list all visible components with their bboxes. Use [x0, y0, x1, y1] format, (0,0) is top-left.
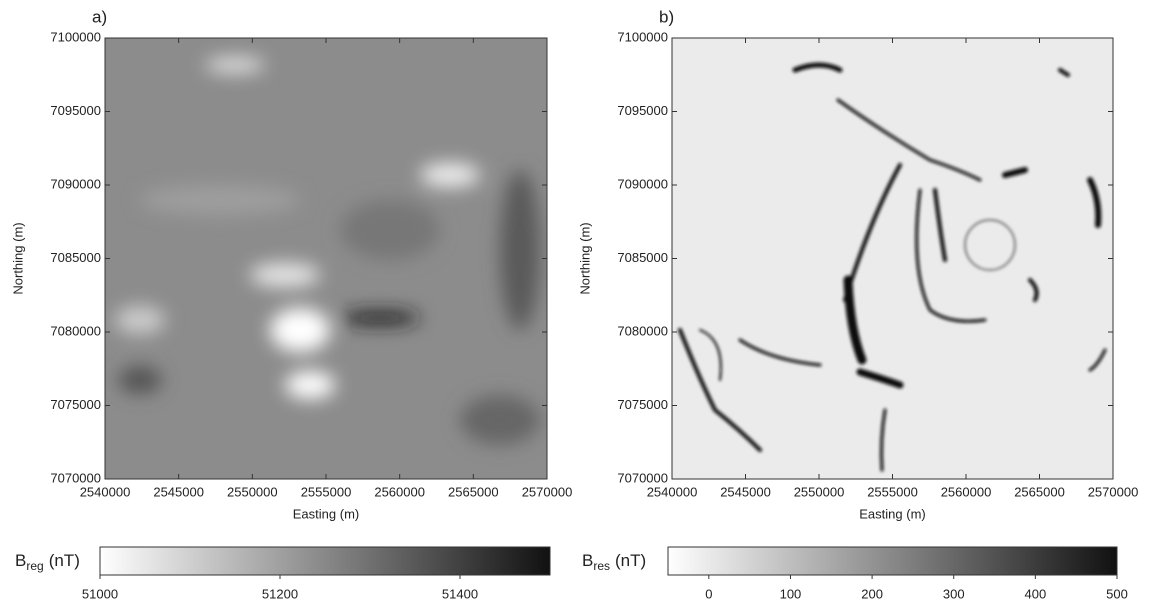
colorbar-tick-label: 100	[780, 586, 802, 601]
x-tick-label: 2550000	[794, 484, 845, 499]
x-tick-label: 2540000	[80, 484, 131, 499]
colorbar-tick-label: 200	[861, 586, 883, 601]
x-tick-label: 2545000	[720, 484, 771, 499]
y-tick-label: 7075000	[50, 397, 101, 412]
x-tick-label: 2565000	[1014, 484, 1065, 499]
x-tick-label: 2570000	[1088, 484, 1139, 499]
y-tick-label: 7070000	[617, 470, 668, 485]
colorbar-label: Breg (nT)	[15, 551, 80, 573]
colorbar-label-main: B	[582, 551, 593, 570]
map-a-image	[105, 38, 547, 479]
colorbar-label-unit: (nT)	[615, 551, 646, 570]
y-tick-label: 7085000	[50, 250, 101, 265]
y-axis-label: Northing (m)	[577, 222, 592, 294]
y-tick-label: 7095000	[50, 103, 101, 118]
colorbar-tick-label: 51400	[442, 586, 478, 601]
panel-label: b)	[659, 7, 674, 26]
x-tick-label: 2550000	[227, 484, 278, 499]
colorbar-tick-label: 0	[705, 586, 712, 601]
colorbar	[667, 546, 1118, 576]
y-tick-label: 7095000	[617, 103, 668, 118]
y-tick-label: 7100000	[617, 29, 668, 44]
x-tick-label: 2560000	[374, 484, 425, 499]
y-tick-label: 7070000	[50, 470, 101, 485]
x-axis-label: Easting (m)	[293, 506, 359, 521]
colorbar-tick-label: 51000	[82, 586, 118, 601]
panel-label: a)	[92, 7, 107, 26]
colorbar	[99, 546, 551, 576]
y-tick-label: 7080000	[617, 323, 668, 338]
colorbar-tick-label: 51200	[262, 586, 298, 601]
x-tick-label: 2565000	[448, 484, 499, 499]
x-tick-label: 2545000	[153, 484, 204, 499]
x-tick-label: 2555000	[867, 484, 918, 499]
x-tick-label: 2540000	[647, 484, 698, 499]
colorbar-tick-label: 300	[943, 586, 965, 601]
colorbar-tick-label: 500	[1106, 586, 1128, 601]
colorbar-label: Bres (nT)	[582, 551, 646, 573]
x-axis-label: Easting (m)	[859, 506, 925, 521]
x-tick-label: 2570000	[522, 484, 573, 499]
x-tick-label: 2560000	[941, 484, 992, 499]
colorbar-label-unit: (nT)	[49, 551, 80, 570]
colorbar-label-sub: reg	[26, 559, 43, 573]
y-axis-label: Northing (m)	[10, 222, 25, 294]
colorbar-tick-label: 400	[1025, 586, 1047, 601]
colorbar-label-main: B	[15, 551, 26, 570]
colorbar-label-sub: res	[593, 559, 610, 573]
y-tick-label: 7080000	[50, 323, 101, 338]
y-tick-label: 7090000	[617, 176, 668, 191]
y-tick-label: 7100000	[50, 29, 101, 44]
y-tick-label: 7085000	[617, 250, 668, 265]
map-b-image	[672, 38, 1113, 479]
y-tick-label: 7090000	[50, 176, 101, 191]
y-tick-label: 7075000	[617, 397, 668, 412]
x-tick-label: 2555000	[301, 484, 352, 499]
